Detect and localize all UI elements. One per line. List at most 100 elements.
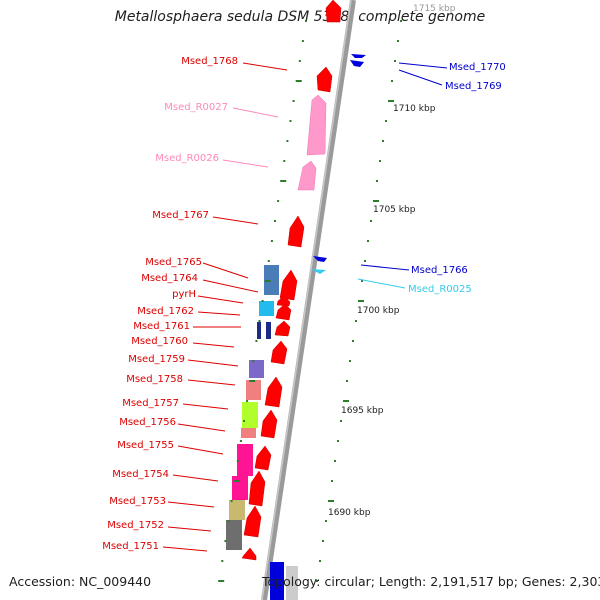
- rna-genes: [297, 94, 327, 191]
- scale-tick: [249, 380, 256, 382]
- gene-label: Msed_1764: [141, 273, 198, 284]
- scale-tick: [305, 20, 307, 22]
- gene-label: Msed_1760: [131, 336, 188, 347]
- label-leaders: [162, 62, 448, 552]
- scale-tick: [261, 300, 264, 302]
- gene-label: Msed_1755: [117, 440, 174, 451]
- scale-tick: [349, 360, 351, 362]
- gene-label: Msed_1753: [109, 496, 166, 507]
- gene-arrow: [316, 66, 333, 93]
- gene-label: Msed_1761: [133, 321, 190, 332]
- scale-tick: [295, 80, 302, 82]
- gene-label: Msed_1758: [126, 374, 183, 385]
- scale-labels: 1715 kbp 1710 kbp 1705 kbp 1700 kbp 1695…: [328, 4, 456, 518]
- category-box: [241, 428, 256, 438]
- scale-tick: [397, 40, 399, 42]
- gene-label: Msed_R0027: [164, 102, 228, 113]
- gene-arrow: [311, 269, 326, 274]
- scale-tick: [292, 100, 295, 102]
- scale-tick: [367, 240, 369, 242]
- rna-arrow: [297, 160, 317, 191]
- gene-arrow: [243, 505, 262, 538]
- scale-label: 1695 kbp: [341, 406, 384, 416]
- category-box: [246, 380, 261, 400]
- reverse-genes: [311, 54, 366, 274]
- gene-label: Msed_1752: [107, 520, 164, 531]
- scale-label: 1690 kbp: [328, 508, 371, 518]
- gene-arrow: [287, 215, 305, 248]
- scale-label: 1705 kbp: [373, 205, 416, 215]
- scale-tick: [373, 200, 379, 202]
- gene-label: pyrH: [172, 289, 196, 300]
- scale-tick: [258, 320, 261, 322]
- scale-label: 1700 kbp: [357, 306, 400, 316]
- gene-arrow: [351, 54, 366, 58]
- accession-text: Accession: NC_009440: [9, 574, 152, 589]
- gene-label: Msed_1751: [102, 541, 159, 552]
- scale-tick: [340, 420, 342, 422]
- category-box: [226, 520, 242, 550]
- edge-genes: [270, 562, 298, 600]
- gene-label: Msed_1754: [112, 469, 169, 480]
- scale-tick: [298, 60, 301, 62]
- gene-arrow: [248, 470, 266, 507]
- topology-text: Topology: circular; Length: 2,191,517 bp…: [262, 574, 600, 589]
- gene-label: Msed_1757: [122, 398, 179, 409]
- scale-tick: [224, 540, 227, 542]
- scale-tick: [218, 580, 225, 582]
- scale-tick: [286, 140, 289, 142]
- map-title: Metallosphaera sedula DSM 5348, complete…: [114, 9, 486, 25]
- gene-block: [286, 566, 298, 600]
- scale-tick: [346, 380, 348, 382]
- gene-label: Msed_1766: [411, 265, 468, 276]
- scale-tick: [301, 40, 304, 42]
- category-box: [232, 476, 248, 500]
- scale-tick: [361, 280, 363, 282]
- category-box: [249, 360, 264, 378]
- gene-arrow: [279, 269, 298, 301]
- category-box: [259, 301, 274, 316]
- gene-label: Msed_1756: [119, 417, 176, 428]
- genome-backbone: [261, 0, 356, 600]
- scale-tick: [239, 440, 242, 442]
- gene-block: [270, 562, 284, 600]
- category-box: [242, 402, 258, 428]
- scale-tick: [379, 160, 381, 162]
- gene-arrow: [325, 0, 342, 23]
- scale-tick: [252, 360, 255, 362]
- scale-tick: [352, 340, 354, 342]
- scale-tick: [331, 480, 333, 482]
- rna-arrow: [306, 94, 327, 156]
- scale-tick: [364, 260, 366, 262]
- scale-tick: [355, 320, 357, 322]
- scale-tick: [230, 500, 233, 502]
- gene-arrow: [264, 376, 283, 408]
- scale-tick: [255, 340, 258, 342]
- gene-arrow: [275, 303, 292, 321]
- category-boxes: [226, 265, 279, 550]
- scale-tick: [322, 540, 324, 542]
- scale-tick: [394, 60, 396, 62]
- scale-tick: [236, 460, 239, 462]
- scale-tick: [385, 120, 387, 122]
- scale-label: 1710 kbp: [393, 104, 436, 114]
- gene-arrow: [260, 409, 278, 439]
- gene-arrow: [270, 340, 288, 365]
- scale-tick: [274, 220, 276, 222]
- scale-tick: [243, 420, 245, 422]
- scale-tick: [270, 240, 273, 242]
- scale-tick: [370, 220, 372, 222]
- category-box: [229, 500, 245, 520]
- scale-tick: [227, 520, 230, 522]
- scale-tick: [221, 560, 224, 562]
- scale-tick: [267, 260, 270, 262]
- scale-tick: [400, 20, 402, 22]
- scale-tick: [334, 460, 336, 462]
- scale-label: 1715 kbp: [413, 4, 456, 14]
- forward-genes: [241, 0, 342, 561]
- category-box: [264, 265, 279, 295]
- scale-tick: [358, 300, 364, 302]
- scale-tick: [283, 160, 286, 162]
- scale-tick: [382, 140, 384, 142]
